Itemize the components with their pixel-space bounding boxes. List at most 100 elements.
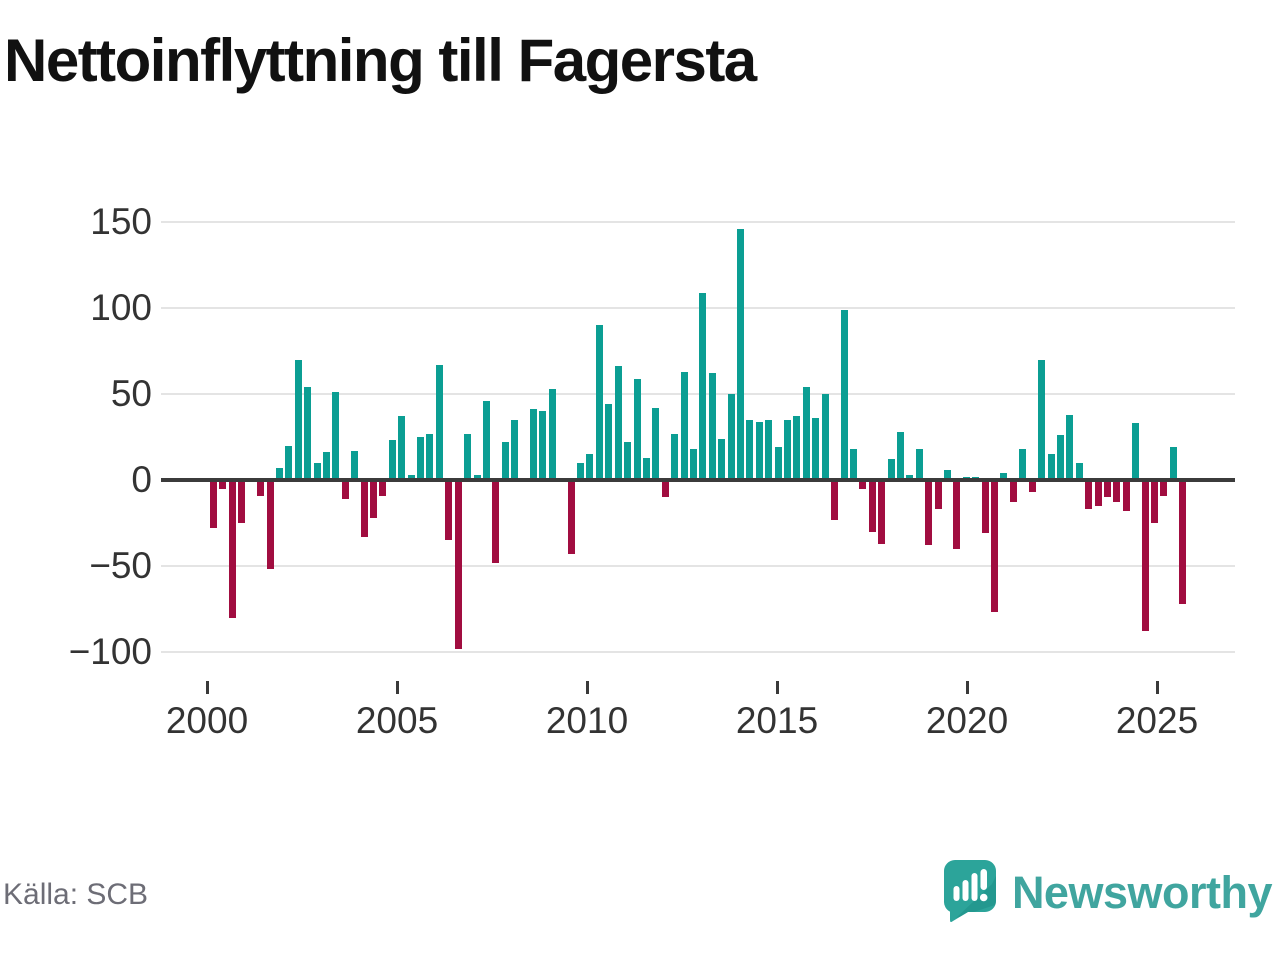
bar-2021q3 xyxy=(1019,449,1027,481)
bar-2023q2 xyxy=(1085,480,1093,510)
bar-2022q2 xyxy=(1047,454,1055,480)
bar-2013q3 xyxy=(718,438,726,481)
x-axis-label: 2000 xyxy=(165,700,249,741)
bar-2004q1 xyxy=(360,480,368,537)
x-axis-tick xyxy=(395,681,399,694)
bar-2025q1 xyxy=(1151,480,1158,523)
bar-2002q2 xyxy=(294,359,302,480)
bar-2016q4 xyxy=(840,309,848,481)
bar-2006q4 xyxy=(464,433,472,480)
bar-2022q4 xyxy=(1066,414,1074,481)
bar-2015q1 xyxy=(774,447,782,480)
bar-2024q4 xyxy=(1141,480,1149,632)
bar-2007q2 xyxy=(482,400,490,480)
bar-2017q1 xyxy=(849,449,857,481)
bar-2003q3 xyxy=(341,480,349,499)
x-axis-tick xyxy=(1155,681,1159,694)
bar-2002q3 xyxy=(304,387,312,480)
bar-2002q4 xyxy=(313,462,321,480)
brand-wordmark: Newsworthy xyxy=(1011,866,1273,918)
bar-2019q1 xyxy=(925,480,933,546)
bar-2007q3 xyxy=(492,480,500,563)
bar-2019q3 xyxy=(944,469,951,480)
bar-2001q3 xyxy=(266,480,274,570)
bar-2012q3 xyxy=(680,371,688,481)
bar-2014q4 xyxy=(765,419,773,480)
bar-2020q3 xyxy=(981,480,989,534)
bar-2024q2 xyxy=(1122,480,1130,511)
bar-2018q2 xyxy=(896,431,904,481)
x-axis-tick xyxy=(205,681,209,694)
gridline xyxy=(161,393,1235,395)
bar-2019q2 xyxy=(934,480,942,510)
bar-2002q1 xyxy=(285,445,293,480)
chart-title: Nettoinflyttning till Fagersta xyxy=(4,27,757,94)
bar-2024q3 xyxy=(1132,423,1140,481)
bar-2018q1 xyxy=(887,459,895,480)
source-note: Källa: SCB xyxy=(3,878,149,911)
bar-2022q1 xyxy=(1038,359,1046,480)
y-axis-label: 150 xyxy=(90,201,152,242)
bar-2004q3 xyxy=(379,480,387,496)
bar-2008q3 xyxy=(529,409,537,480)
y-axis-label: 50 xyxy=(110,373,152,414)
bar-2005q2 xyxy=(407,474,415,481)
x-axis-tick xyxy=(775,681,779,694)
bar-2016q1 xyxy=(812,418,820,480)
bar-2023q3 xyxy=(1094,480,1102,506)
bar-2023q4 xyxy=(1104,480,1111,498)
bar-2016q2 xyxy=(821,394,829,480)
bar-2019q4 xyxy=(953,480,961,549)
bar-2006q2 xyxy=(445,480,453,541)
bar-2012q2 xyxy=(671,433,679,480)
bar-2011q2 xyxy=(633,378,641,481)
bar-2003q1 xyxy=(322,452,330,480)
bar-2003q4 xyxy=(351,450,359,480)
bar-2021q4 xyxy=(1028,480,1036,492)
bar-2021q1 xyxy=(1000,473,1008,480)
bar-2005q1 xyxy=(398,416,406,480)
bar-2025q4 xyxy=(1179,480,1187,604)
bar-2017q3 xyxy=(868,480,876,532)
bar-2000q1 xyxy=(210,480,217,529)
bar-2011q1 xyxy=(624,442,631,480)
bar-2007q1 xyxy=(473,474,481,481)
bar-2007q4 xyxy=(501,442,509,480)
bar-2003q2 xyxy=(332,392,340,480)
bar-2014q3 xyxy=(755,421,763,481)
bar-2011q3 xyxy=(642,457,650,481)
bar-2008q4 xyxy=(539,411,547,480)
bar-2013q2 xyxy=(708,373,716,480)
x-axis-label: 2025 xyxy=(1115,700,1199,741)
bar-2015q2 xyxy=(784,419,791,480)
bar-2005q4 xyxy=(426,433,434,480)
bar-2001q4 xyxy=(275,467,283,480)
x-axis-label: 2015 xyxy=(735,700,819,741)
bar-2006q1 xyxy=(435,364,443,480)
bar-2010q3 xyxy=(605,404,613,480)
bar-2013q1 xyxy=(699,292,707,481)
bar-2018q4 xyxy=(915,449,923,481)
bar-2009q4 xyxy=(577,462,584,480)
x-axis-label: 2005 xyxy=(355,700,439,741)
bar-2000q3 xyxy=(228,480,236,618)
bar-2012q4 xyxy=(689,449,697,481)
y-axis-label: 100 xyxy=(90,287,152,328)
bar-2015q3 xyxy=(793,416,801,480)
bar-2018q3 xyxy=(906,474,914,481)
x-axis-tick xyxy=(965,681,969,694)
bar-2010q2 xyxy=(595,325,603,480)
bar-2017q4 xyxy=(878,480,886,544)
x-axis-tick xyxy=(585,681,589,694)
x-axis-label: 2010 xyxy=(545,700,629,741)
gridline xyxy=(161,651,1235,653)
bar-2025q2 xyxy=(1160,480,1168,496)
bar-2008q1 xyxy=(511,419,519,480)
gridline xyxy=(161,221,1235,223)
bar-2011q4 xyxy=(652,407,660,480)
bar-2010q4 xyxy=(614,366,622,480)
bar-2025q3 xyxy=(1169,447,1177,480)
bar-2006q3 xyxy=(454,480,462,649)
